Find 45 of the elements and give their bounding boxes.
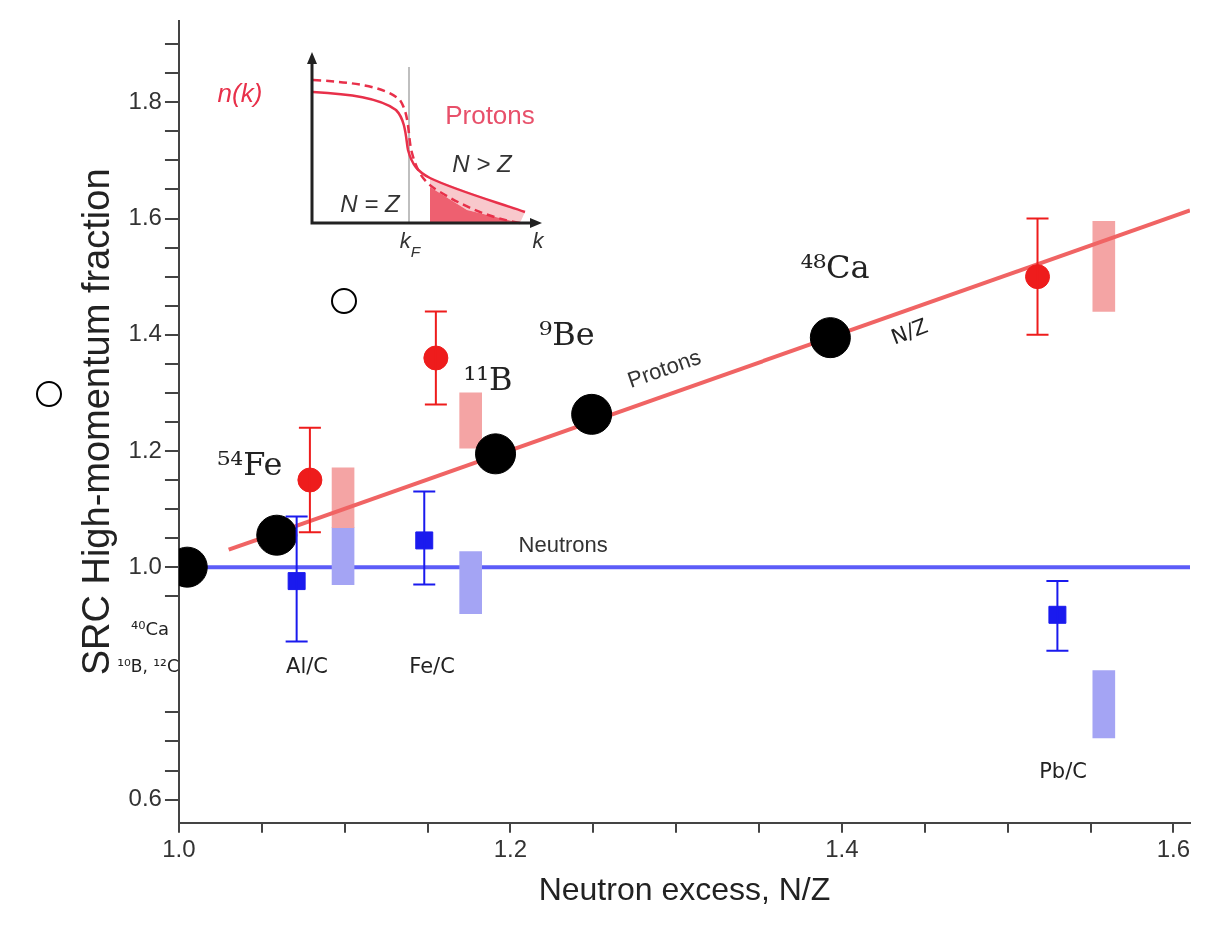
point	[423, 345, 449, 371]
bar	[1092, 221, 1116, 312]
x-tick-label: 1.4	[825, 834, 859, 862]
annotation: ⁵⁴Fe	[217, 445, 283, 484]
bar	[331, 527, 355, 585]
y-tick-label: 0.6	[128, 784, 162, 812]
y-tick-label: 1.4	[128, 319, 162, 347]
y-tick-label: 1.2	[128, 435, 162, 463]
point	[297, 467, 323, 493]
annotation: N/Z	[887, 313, 932, 350]
text: Protons	[624, 343, 704, 393]
point	[809, 317, 851, 359]
annotation: k	[532, 228, 545, 253]
bar	[459, 551, 482, 614]
x-tick-label: 1.0	[162, 834, 196, 862]
ref-line-label: Neutrons	[518, 532, 608, 558]
point	[1048, 605, 1067, 624]
bar	[1092, 670, 1116, 739]
text: ¹⁰B, ¹²C	[117, 656, 179, 677]
annotation: Protons	[445, 100, 535, 130]
y-tick-label: 1.8	[128, 86, 162, 114]
y-tick-label: 1.6	[128, 203, 162, 231]
x-tick-label: 1.6	[1156, 834, 1191, 862]
bar	[459, 392, 482, 449]
bar	[331, 467, 355, 528]
x-tick-label: 1.2	[493, 834, 528, 862]
y-tick-label: 1.0	[128, 551, 162, 579]
annotation: Al/C	[286, 654, 328, 679]
point	[571, 393, 613, 435]
text: ⁴⁰Ca	[130, 617, 170, 639]
annotation: ¹¹B	[463, 360, 513, 399]
point	[256, 514, 298, 556]
y-axis-title: SRC High-momentum fraction	[75, 168, 118, 676]
annotation: Pb/C	[1039, 759, 1087, 784]
point	[475, 433, 517, 475]
annotation: N = Z	[340, 190, 402, 217]
x-axis-title: Neutron excess, N/Z	[538, 870, 831, 907]
annotation: k$_{F}$	[399, 228, 422, 260]
annotation: ⁹Be	[539, 315, 595, 354]
point	[415, 531, 434, 550]
annotation: N > Z	[452, 150, 514, 177]
annotation: ⁴⁸Ca	[800, 248, 870, 287]
annotation: Fe/C	[409, 654, 455, 679]
annotation: n(k)	[217, 78, 263, 108]
point	[1025, 264, 1051, 290]
